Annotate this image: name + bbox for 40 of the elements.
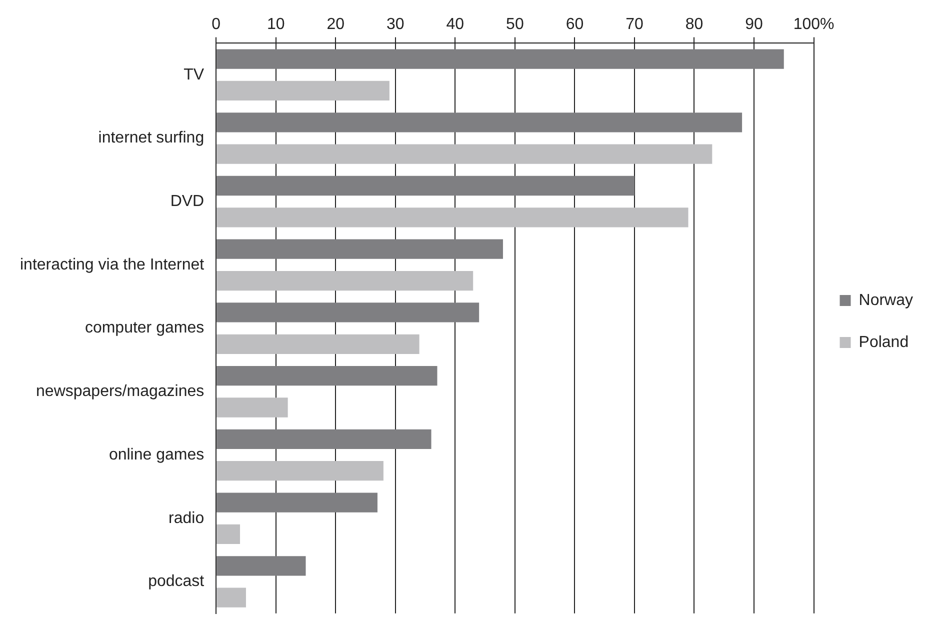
x-tick-label: 40 [446, 16, 464, 34]
bar [216, 208, 688, 228]
bar [216, 429, 432, 449]
x-tick-label: 50 [506, 16, 524, 34]
bar [216, 270, 474, 291]
legend-label: Poland [858, 334, 909, 351]
x-tick-label: 90 [745, 16, 763, 34]
bar [216, 112, 742, 132]
y-tick-label: computer games [84, 320, 204, 337]
y-tick-label: podcast [148, 573, 205, 590]
y-tick-label: internet surfing [98, 130, 204, 147]
bar [216, 49, 784, 69]
y-tick-label: radio [168, 510, 204, 527]
x-tick-label: 10 [266, 16, 285, 34]
y-tick-label: online games [108, 446, 204, 464]
x-tick-label: 80 [685, 16, 704, 34]
bar [216, 492, 378, 512]
bar [216, 524, 240, 544]
y-tick-label: newspapers/magazines [36, 383, 204, 400]
bar [216, 176, 634, 196]
bar [216, 80, 390, 101]
x-tick-label: 30 [386, 16, 404, 34]
bar [216, 334, 420, 354]
y-tick-label: DVD [170, 192, 204, 210]
bar [216, 461, 384, 481]
legend-label: Norway [858, 292, 913, 309]
x-tick-label: 60 [566, 16, 584, 34]
bar [216, 556, 306, 576]
y-tick-label: interacting via the Internet [20, 256, 205, 274]
x-tick-label: 100% [793, 16, 834, 34]
bar [216, 366, 438, 386]
bar [216, 398, 288, 418]
y-tick-label: TV [184, 66, 204, 84]
bar [216, 239, 503, 259]
x-tick-label: 70 [626, 16, 644, 34]
x-tick-label: 0 [212, 16, 221, 34]
bar [216, 588, 246, 608]
x-tick-label: 20 [326, 16, 345, 34]
bar [216, 302, 480, 322]
bar [216, 144, 712, 164]
